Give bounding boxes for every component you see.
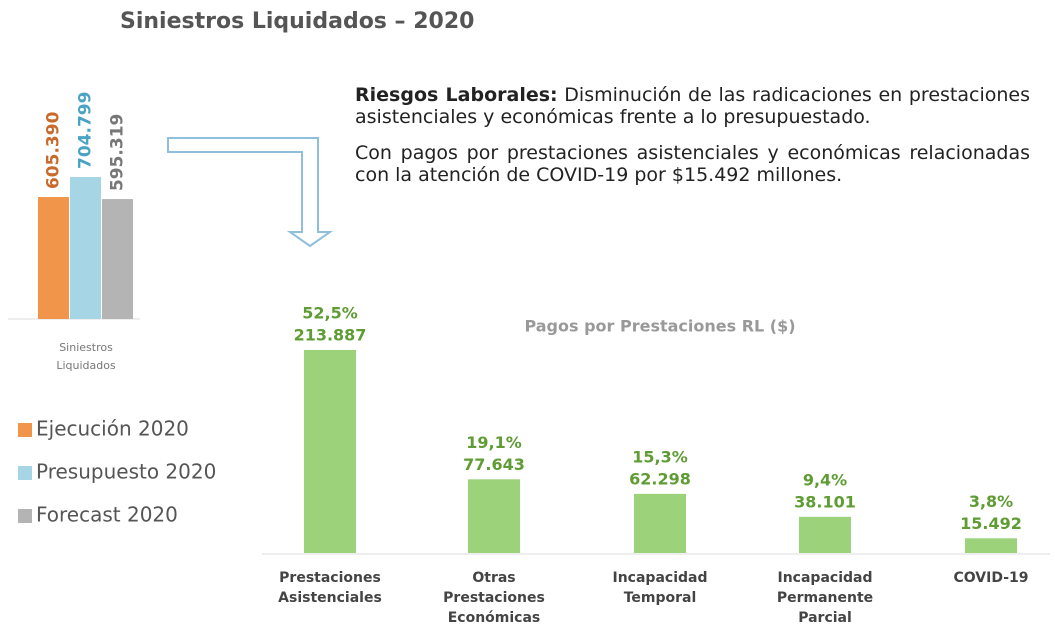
legend-swatch — [18, 509, 32, 523]
bar — [38, 197, 69, 319]
x-tick-label: Incapacidad Temporal — [613, 570, 708, 606]
x-tick-label: Incapacidad Permanente Parcial — [777, 570, 873, 626]
bar — [634, 493, 686, 553]
legend-label: Presupuesto 2020 — [36, 460, 216, 484]
value-label: 605.390 — [44, 111, 64, 189]
share-label: 19,1% — [466, 433, 522, 452]
legend-swatch — [18, 466, 32, 480]
share-label: 9,4% — [803, 470, 847, 489]
x-tick-label: COVID-19 — [953, 570, 1028, 586]
value-label: 77.643 — [463, 455, 525, 474]
paragraph-text: Disminución de las radicaciones en prest… — [355, 84, 1030, 128]
page-title: Siniestros Liquidados – 2020 — [120, 9, 474, 34]
bar — [304, 350, 356, 553]
x-tick-label: Otras Prestaciones Económicas — [443, 570, 545, 626]
chart-title: Pagos por Prestaciones RL ($) — [524, 317, 795, 336]
bar — [468, 479, 520, 553]
heading: Riesgos Laborales: — [355, 84, 558, 106]
legend-label: Ejecución 2020 — [36, 417, 189, 441]
share-label: 15,3% — [632, 447, 688, 466]
value-label: 213.887 — [294, 326, 367, 345]
share-label: 3,8% — [969, 492, 1013, 511]
share-label: 52,5% — [302, 304, 358, 323]
legend-swatch — [18, 423, 32, 437]
bar — [965, 538, 1017, 553]
arrow — [167, 137, 334, 248]
value-label: 62.298 — [629, 469, 691, 488]
value-label: 38.101 — [794, 492, 856, 511]
x-tick-label: Siniestros Liquidados — [56, 341, 116, 372]
x-tick-label: Prestaciones Asistenciales — [278, 570, 382, 606]
value-label: 704.799 — [76, 92, 96, 169]
bar — [799, 516, 851, 553]
bar — [102, 199, 133, 319]
paragraph: Con pagos por prestaciones asistenciales… — [355, 142, 1030, 186]
paragraph: Riesgos Laborales: Disminución de las ra… — [355, 84, 1030, 128]
text-block: Riesgos Laborales: Disminución de las ra… — [355, 84, 1030, 200]
bar — [70, 177, 101, 319]
legend-label: Forecast 2020 — [36, 503, 178, 527]
value-label: 595.319 — [108, 114, 128, 191]
value-label: 15.492 — [960, 514, 1022, 533]
